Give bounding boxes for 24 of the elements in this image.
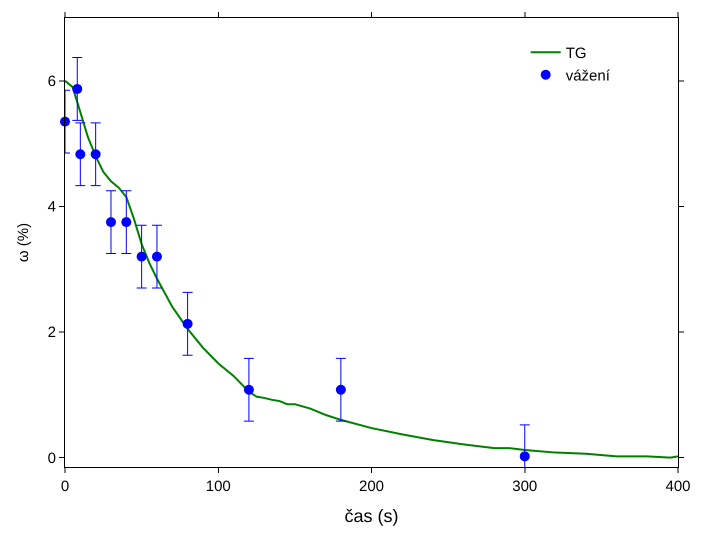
point (90, 149, 101, 160)
point (336, 384, 346, 395)
x-tick-label: 300 (512, 478, 538, 495)
x-tick-label: 100 (206, 478, 231, 495)
point (121, 217, 132, 228)
x-axis-title: čas (s) (344, 506, 398, 526)
y-tick-label: 4 (48, 198, 56, 216)
point (75, 149, 86, 160)
y-tick-label: 6 (48, 73, 56, 90)
y-tick-label: 2 (48, 324, 56, 342)
point (152, 252, 162, 262)
x-tick-label: 400 (665, 478, 691, 495)
point (182, 318, 193, 329)
x-tick-label: 0 (60, 478, 70, 495)
point (106, 217, 116, 228)
legend-label: vážení (566, 68, 611, 85)
x-tick-label: 200 (358, 478, 384, 495)
point (136, 252, 147, 262)
legend-label: TG (566, 45, 587, 62)
point (520, 451, 530, 462)
y-axis-title: ω (%) (14, 222, 32, 262)
point (244, 384, 254, 395)
y-tick-label: 0 (48, 450, 56, 467)
point (72, 84, 82, 94)
